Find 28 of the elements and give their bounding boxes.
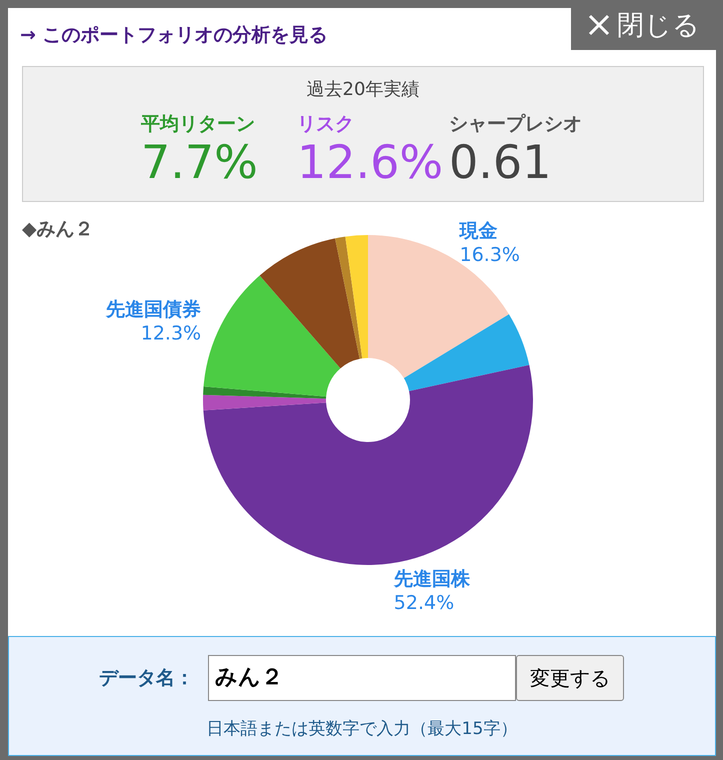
donut-slice <box>203 386 326 399</box>
donut-slice <box>345 235 368 358</box>
text: みん２ <box>208 655 516 701</box>
data-label: 12.3% <box>140 322 202 345</box>
text: 過去20年実績 <box>306 78 420 101</box>
text: 12.6% <box>297 135 444 189</box>
text: 閉じる <box>617 9 700 43</box>
text: リスク <box>297 112 354 137</box>
donut-slice <box>203 365 533 565</box>
data-label: 52.4% <box>394 592 454 614</box>
donut-slice <box>335 236 362 359</box>
slice-label: 先進国債券 <box>105 298 202 321</box>
text: 平均リターン <box>141 112 255 137</box>
text: シャープレシオ <box>449 112 582 137</box>
text: → このポートフォリオの分析を見る <box>20 23 328 48</box>
data-label: 16.3% <box>460 244 520 266</box>
donut-slice <box>260 238 360 368</box>
text: 日本語または英数字で入力（最大15字） <box>206 718 518 740</box>
donut-slice <box>404 314 530 392</box>
slice-label: 現金 <box>458 220 498 242</box>
chart-title: ◆みん２ <box>22 217 94 242</box>
slice-label: 先進国株 <box>392 568 471 590</box>
text: 0.61 <box>449 135 552 189</box>
text: 7.7% <box>141 135 258 189</box>
donut-slice <box>203 394 326 410</box>
donut-slice <box>204 276 340 397</box>
text: データ名： <box>99 666 194 691</box>
text: 変更する <box>516 655 624 701</box>
